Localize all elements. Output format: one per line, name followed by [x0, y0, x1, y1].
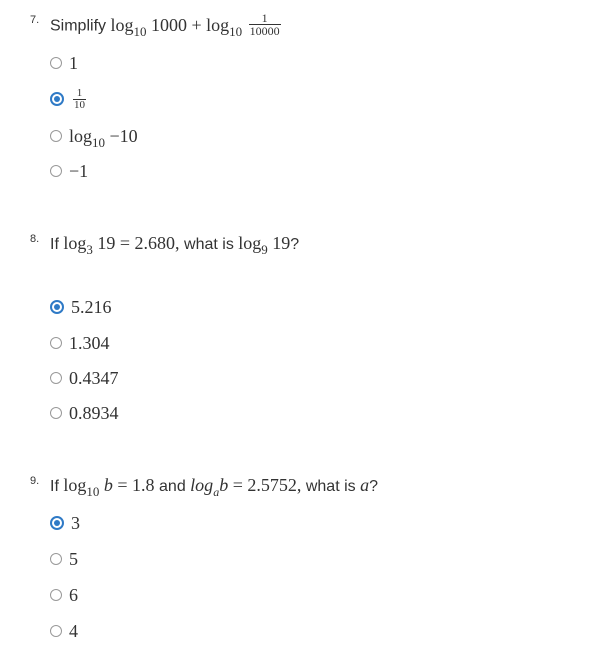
fraction-numerator: 1 [261, 11, 268, 25]
q7-option-3[interactable]: log10 −10 [50, 123, 138, 150]
math-expression: logab = 2.5752, [190, 475, 306, 499]
radio-button[interactable] [50, 337, 62, 349]
log-arg: 19 [97, 233, 116, 253]
plus-sign: + [191, 14, 202, 35]
radio-button[interactable] [50, 165, 62, 177]
radio-button[interactable] [50, 589, 62, 601]
math-value: 2.680, [134, 233, 180, 253]
log-base: 10 [133, 23, 147, 39]
fraction-denominator: 10000 [248, 24, 281, 38]
radio-button[interactable] [50, 553, 62, 565]
log-base: 10 [86, 484, 100, 499]
q9-option-2[interactable]: 5 [50, 548, 78, 570]
math-variable: a [360, 475, 370, 495]
fraction: 1 10 [73, 86, 86, 111]
q8-option-2[interactable]: 1.304 [50, 332, 110, 354]
math-variable: b [103, 475, 113, 495]
radio-button[interactable] [50, 625, 62, 637]
option-label: 5.216 [71, 296, 112, 317]
question-text: If log10 b = 1.8 and logab = 2.5752, wha… [50, 475, 378, 499]
question-middle: what is [184, 236, 234, 253]
option-label: 0.8934 [69, 402, 119, 423]
option-label: 6 [69, 584, 78, 605]
radio-button-selected[interactable] [50, 516, 64, 530]
question-number: 7. [30, 14, 40, 26]
question-prefix: Simplify [50, 17, 107, 35]
log-fn: log [190, 475, 214, 495]
question-middle: what is [305, 478, 356, 495]
q9-option-3[interactable]: 6 [50, 584, 78, 606]
log-fn: log [110, 14, 134, 35]
log-fn: log [63, 475, 87, 495]
option-label: log10 −10 [69, 125, 138, 150]
question-middle: and [159, 478, 186, 495]
option-label: 1 [69, 52, 78, 73]
log-base: 10 [92, 134, 106, 150]
option-label: 1.304 [69, 332, 110, 353]
log-base: 10 [229, 23, 243, 39]
equals-sign: = [117, 475, 128, 495]
question-text: If log3 19 = 2.680, what is log9 19? [50, 233, 300, 257]
option-label: 1 10 [71, 87, 88, 110]
math-expression: log9 19 [238, 233, 291, 257]
question-prefix: If [50, 236, 59, 253]
question-number: 8. [30, 233, 40, 245]
q8-option-4[interactable]: 0.8934 [50, 402, 119, 424]
question-suffix: ? [290, 236, 300, 253]
q7-option-1[interactable]: 1 [50, 52, 78, 74]
q7-option-4[interactable]: −1 [50, 160, 88, 182]
log-fn: log [69, 125, 93, 146]
log-base: 3 [86, 242, 93, 257]
option-label: 3 [71, 512, 80, 533]
question-suffix: ? [369, 478, 378, 495]
option-label: 4 [69, 620, 78, 641]
math-value: 2.5752, [247, 475, 302, 495]
equals-sign: = [119, 233, 131, 253]
radio-button[interactable] [50, 130, 62, 142]
question-prefix: If [50, 478, 59, 495]
math-variable: b [219, 475, 229, 495]
q9-option-1[interactable]: 3 [50, 512, 80, 534]
radio-button[interactable] [50, 57, 62, 69]
math-value: 1.8 [132, 475, 155, 495]
option-label: 5 [69, 548, 78, 569]
math-expression: log3 19 = 2.680, [63, 233, 184, 257]
equals-sign: = [232, 475, 243, 495]
log-base: 9 [261, 242, 268, 257]
q8-option-1[interactable]: 5.216 [50, 296, 112, 318]
math-expression: log10 1000 + log10 1 10000 [110, 11, 282, 39]
log-arg: 19 [272, 233, 291, 253]
question-number: 9. [30, 475, 40, 487]
log-fn: log [63, 233, 87, 253]
math-expression: log10 b = 1.8 [63, 475, 159, 499]
question-text: Simplify log10 1000 + log10 1 10000 [50, 11, 283, 39]
log-arg: 1000 [150, 14, 187, 35]
option-label: 0.4347 [69, 367, 119, 388]
log-fn: log [238, 233, 262, 253]
q8-option-3[interactable]: 0.4347 [50, 367, 119, 389]
q7-option-2[interactable]: 1 10 [50, 85, 88, 113]
q9-option-4[interactable]: 4 [50, 620, 78, 642]
fraction: 1 10000 [248, 11, 281, 38]
log-base: a [213, 485, 220, 499]
fraction-numerator: 1 [76, 86, 83, 99]
fraction-denominator: 10 [73, 98, 86, 111]
radio-button[interactable] [50, 372, 62, 384]
option-value: −10 [109, 125, 138, 146]
log-fn: log [206, 14, 230, 35]
radio-button-selected[interactable] [50, 92, 64, 106]
radio-button-selected[interactable] [50, 300, 64, 314]
radio-button[interactable] [50, 407, 62, 419]
option-label: −1 [69, 160, 89, 181]
